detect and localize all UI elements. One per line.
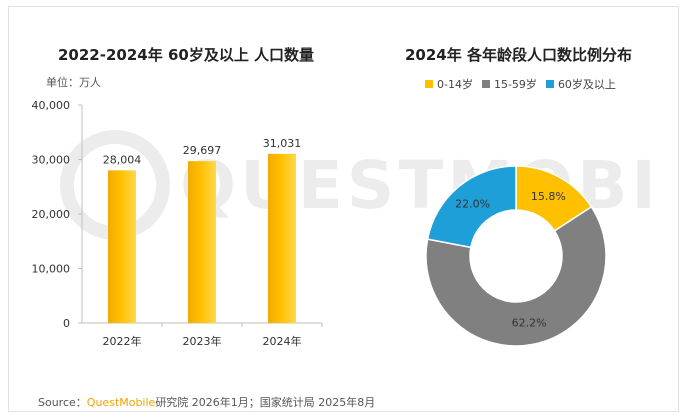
- legend-item-0-14: 0-14岁: [425, 76, 473, 92]
- donut-chart: 15.8% 62.2% 22.0%: [425, 165, 607, 347]
- bar: [188, 161, 216, 323]
- bar-value-label: 28,004: [103, 153, 142, 166]
- donut-slice-label: 62.2%: [512, 317, 547, 330]
- legend-item-60-plus: 60岁及以上: [545, 76, 616, 92]
- bar-value-label: 31,031: [263, 137, 302, 150]
- y-tick-label: 40,000: [32, 99, 71, 112]
- legend-swatch: [545, 80, 554, 88]
- x-tick-label: 2022年: [103, 334, 142, 348]
- legend-label: 60岁及以上: [557, 78, 616, 91]
- unit-label: 单位：万人: [46, 76, 101, 89]
- x-tick-label: 2023年: [183, 334, 222, 348]
- donut-slice-label: 22.0%: [455, 198, 490, 211]
- y-tick-label: 0: [63, 317, 70, 330]
- bar: [108, 170, 136, 323]
- source-prefix: Source：: [38, 396, 87, 409]
- legend-label: 15-59岁: [493, 78, 537, 91]
- legend-swatch: [481, 80, 490, 88]
- source-brand: QuestMobile: [86, 396, 156, 409]
- donut-chart-title: 2024年 各年龄段人口数比例分布: [405, 46, 632, 64]
- legend-item-15-59: 15-59岁: [481, 76, 537, 92]
- legend-label: 0-14岁: [437, 78, 473, 91]
- source-rest: 研究院 2026年1月；国家统计局 2025年8月: [155, 396, 376, 409]
- donut-slice: [426, 165, 517, 249]
- donut-slice-label: 15.8%: [531, 190, 566, 203]
- bar: [268, 153, 296, 323]
- y-tick-label: 20,000: [32, 208, 71, 221]
- source-note: Source：QuestMobile研究院 2026年1月；国家统计局 2025…: [38, 394, 375, 410]
- bar-chart-title: 2022-2024年 60岁及以上 人口数量: [58, 46, 315, 64]
- y-tick-label: 10,000: [32, 263, 71, 276]
- bar-chart: 0 10,000 20,000 30,000 40,000 28,004 2022年 29,6…: [32, 99, 323, 348]
- y-tick-label: 30,000: [32, 154, 71, 167]
- donut-legend: 0-14岁 15-59岁 60岁及以上: [425, 76, 616, 92]
- bar-value-label: 29,697: [183, 144, 222, 157]
- legend-swatch: [425, 80, 433, 88]
- x-tick-label: 2024年: [263, 334, 302, 348]
- donut-slice: [425, 205, 607, 347]
